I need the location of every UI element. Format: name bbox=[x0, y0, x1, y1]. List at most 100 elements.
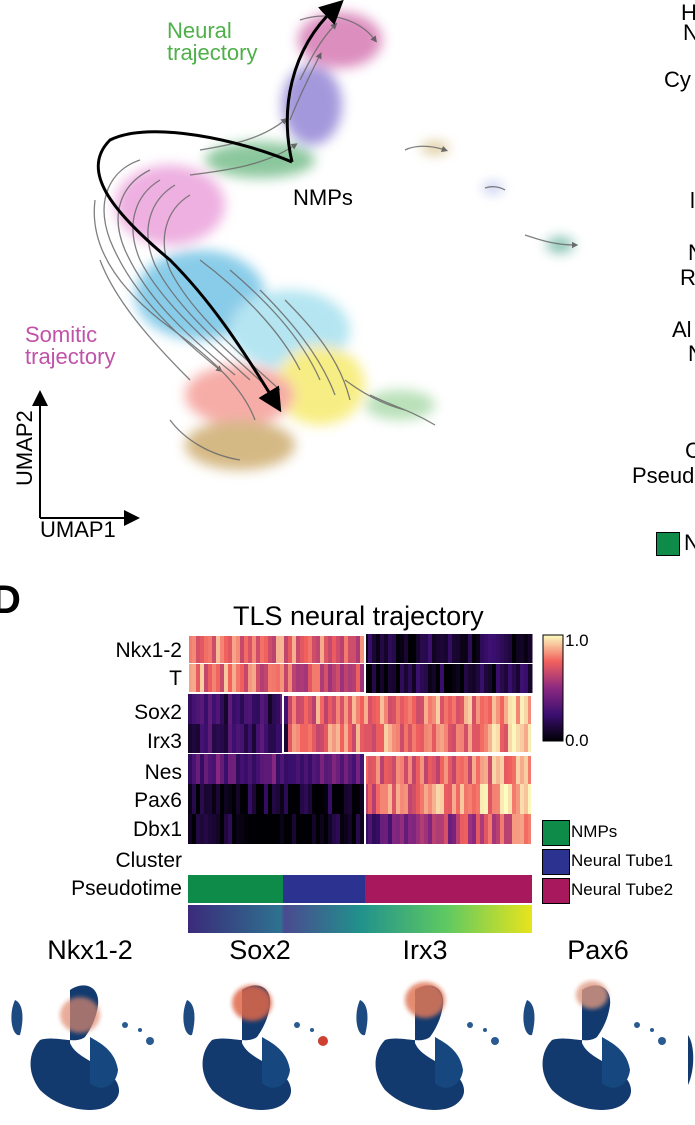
heatmap-cell bbox=[508, 814, 513, 844]
heatmap-cell bbox=[288, 724, 293, 753]
heatmap-cell bbox=[460, 814, 465, 844]
heatmap-cell bbox=[232, 634, 237, 663]
heatmap-cell bbox=[204, 814, 209, 844]
heatmap-cell bbox=[476, 754, 481, 784]
heatmap-cell bbox=[448, 634, 453, 663]
heatmap-cell bbox=[368, 754, 373, 784]
heatmap-cell bbox=[396, 634, 401, 663]
heatmap-cell bbox=[320, 664, 325, 693]
heatmap-cell bbox=[188, 694, 193, 724]
gene-title: Pax6 bbox=[567, 935, 629, 965]
heatmap-cell bbox=[508, 664, 513, 693]
heatmap-cell bbox=[492, 814, 497, 844]
heatmap-cell bbox=[504, 754, 509, 784]
heatmap-cell bbox=[456, 664, 461, 693]
cluster-bar-neural-tube1 bbox=[283, 875, 365, 903]
heatmap-cell bbox=[316, 724, 321, 753]
heatmap-cell bbox=[212, 664, 217, 693]
heatmap-cell bbox=[244, 784, 249, 814]
heatmap-cell bbox=[356, 664, 361, 693]
heatmap-cell bbox=[312, 754, 317, 784]
heatmap-cell bbox=[236, 784, 241, 814]
heatmap-cell bbox=[492, 784, 497, 814]
heatmap-cell bbox=[272, 784, 277, 814]
heatmap-cell bbox=[228, 634, 233, 663]
heatmap-cell bbox=[212, 814, 217, 844]
heatmap-cell bbox=[404, 784, 409, 814]
heatmap-cell bbox=[444, 664, 449, 693]
heatmap-cell bbox=[336, 694, 341, 724]
heatmap-cell bbox=[308, 814, 313, 844]
heatmap-cell bbox=[404, 664, 409, 693]
heatmap-cell bbox=[424, 694, 429, 724]
heatmap-cell bbox=[360, 814, 365, 844]
umap1-axis-label: UMAP1 bbox=[40, 517, 116, 542]
heatmap-row-label: Sox2 bbox=[134, 701, 182, 724]
clipped-label: N bbox=[684, 530, 695, 555]
heatmap-cell bbox=[204, 784, 209, 814]
heatmap-cell bbox=[236, 754, 241, 784]
heatmap-cell bbox=[384, 754, 389, 784]
heatmap-cell bbox=[492, 664, 497, 693]
heatmap-cell bbox=[240, 754, 245, 784]
heatmap-cell bbox=[384, 664, 389, 693]
heatmap-cell bbox=[472, 754, 477, 784]
heatmap-cell bbox=[476, 634, 481, 663]
heatmap-cell bbox=[484, 814, 489, 844]
clipped-label: N bbox=[688, 240, 695, 266]
heatmap-cell bbox=[296, 664, 301, 693]
heatmap-cell bbox=[368, 694, 373, 724]
heatmap-cell bbox=[264, 634, 269, 663]
heatmap-cell bbox=[220, 694, 225, 724]
heatmap-cell bbox=[312, 664, 317, 693]
umap-clipped bbox=[688, 1035, 694, 1085]
heatmap-cell bbox=[388, 784, 393, 814]
heatmap-row-label: Nkx1-2 bbox=[115, 639, 182, 662]
heatmap-cell bbox=[348, 664, 353, 693]
heatmap-cell bbox=[292, 694, 297, 724]
heatmap-cell bbox=[488, 694, 493, 724]
heatmap-cell bbox=[432, 634, 437, 663]
heatmap-cell bbox=[372, 724, 377, 753]
heatmap-cell bbox=[356, 724, 361, 753]
heatmap-cell bbox=[196, 724, 201, 753]
heatmap-cell bbox=[264, 814, 269, 844]
heatmap-cell bbox=[460, 664, 465, 693]
heatmap-cell bbox=[220, 754, 225, 784]
heatmap-cell bbox=[336, 634, 341, 663]
cluster-bar-neural-tube2 bbox=[365, 875, 532, 903]
heatmap-cell bbox=[464, 664, 469, 693]
heatmap-cell bbox=[412, 634, 417, 663]
heatmap-cell bbox=[344, 724, 349, 753]
heatmap-cell bbox=[460, 724, 465, 753]
heatmap-cell bbox=[488, 664, 493, 693]
heatmap-cell bbox=[408, 634, 413, 663]
heatmap-cell bbox=[260, 814, 265, 844]
heatmap-cell bbox=[252, 814, 257, 844]
heatmap-cell bbox=[356, 784, 361, 814]
heatmap-cell bbox=[284, 814, 289, 844]
heatmap-cell bbox=[352, 664, 357, 693]
heatmap-cell bbox=[428, 664, 433, 693]
heatmap-cell bbox=[292, 814, 297, 844]
heatmap-cell bbox=[308, 664, 313, 693]
heatmap-cell bbox=[456, 754, 461, 784]
heatmap-cell bbox=[428, 814, 433, 844]
clipped-label: N bbox=[688, 341, 695, 367]
heatmap-cell bbox=[244, 724, 249, 753]
umap-irx3 bbox=[356, 982, 499, 1110]
heatmap-cell bbox=[356, 634, 361, 663]
heatmap-cell bbox=[468, 814, 473, 844]
heatmap-cell bbox=[504, 784, 509, 814]
heatmap-cell bbox=[332, 784, 337, 814]
heatmap-cell bbox=[376, 754, 381, 784]
heatmap-cell bbox=[308, 694, 313, 724]
heatmap-cell bbox=[444, 814, 449, 844]
heatmap-cell bbox=[284, 634, 289, 663]
heatmap-cell bbox=[332, 664, 337, 693]
heatmap-cell bbox=[516, 784, 521, 814]
umap2-axis-label: UMAP2 bbox=[12, 410, 37, 486]
heatmap-cell bbox=[456, 814, 461, 844]
heatmap-cell bbox=[228, 814, 233, 844]
heatmap-cell bbox=[204, 664, 209, 693]
